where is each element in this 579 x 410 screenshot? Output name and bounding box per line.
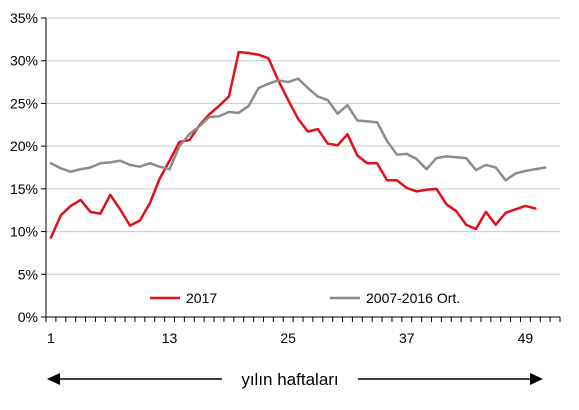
legend-label-average: 2007-2016 Ort. (366, 290, 460, 306)
axes (41, 17, 561, 322)
series-layer (49, 50, 547, 239)
x-tick-label: 37 (399, 330, 415, 346)
arrow-right-head-icon (530, 373, 543, 385)
y-tick-label: 30% (10, 53, 38, 69)
series-line-2017 (49, 50, 537, 239)
series-line-average (49, 77, 547, 182)
x-axis-title-arrow: yılın haftaları (47, 370, 543, 389)
y-tick-label: 35% (10, 10, 38, 26)
y-tick-label: 15% (10, 181, 38, 197)
y-tick-label: 25% (10, 95, 38, 111)
x-tick-label: 49 (518, 330, 534, 346)
x-axis-title: yılın haftaları (241, 370, 338, 389)
y-tick-label: 0% (18, 309, 38, 325)
x-tick-label: 25 (280, 330, 296, 346)
arrow-left-head-icon (47, 373, 60, 385)
y-tick-label: 20% (10, 138, 38, 154)
x-tick-labels: 1 13 25 37 49 (47, 330, 533, 346)
gridlines (46, 17, 560, 275)
legend-label-2017: 2017 (186, 290, 217, 306)
legend: 2017 2007-2016 Ort. (150, 290, 460, 306)
y-tick-labels: 0% 5% 10% 15% 20% 25% 30% 35% (10, 10, 38, 325)
y-tick-label: 10% (10, 224, 38, 240)
y-tick-label: 5% (18, 266, 38, 282)
x-tick-label: 13 (162, 330, 178, 346)
x-tick-label: 1 (47, 330, 55, 346)
